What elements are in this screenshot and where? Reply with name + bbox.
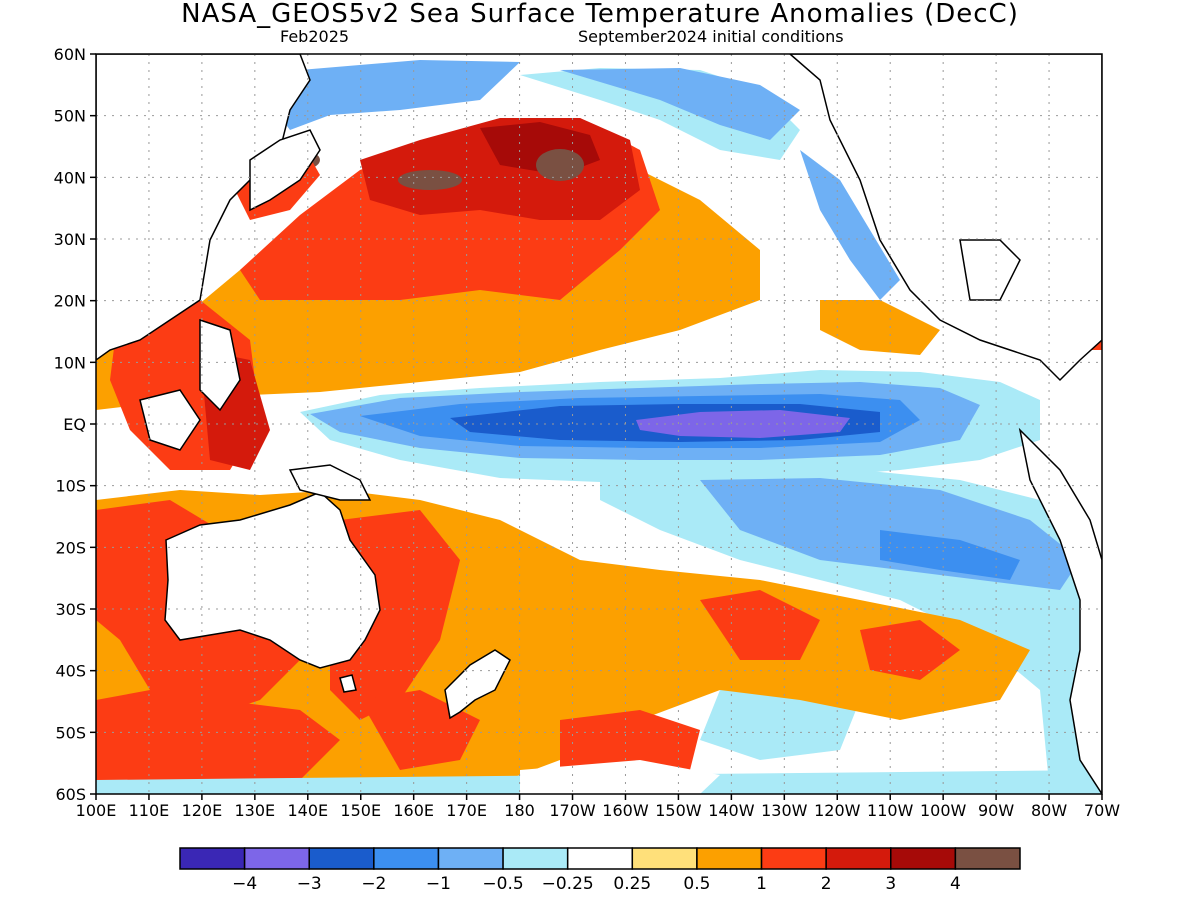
north-america-land: [788, 54, 1102, 382]
colorbar-swatch: [696, 847, 763, 870]
colorbar-label: 0.5: [683, 874, 710, 894]
lat-tick-label: 10S: [55, 477, 86, 496]
colorbar-swatch: [243, 847, 310, 870]
lon-tick-label: 100W: [920, 801, 967, 820]
lat-tick-label: 50N: [54, 107, 86, 126]
lon-tick-label: 150E: [340, 801, 381, 820]
lat-tick-label: 30N: [54, 230, 86, 249]
lat-tick-label: 10N: [54, 353, 86, 372]
lat-tick-label: 30S: [55, 600, 86, 619]
colorbar-swatch: [437, 847, 504, 870]
colorbar-swatch: [502, 847, 569, 870]
colorbar-label: −0.25: [542, 874, 594, 894]
lon-tick-label: 140W: [708, 801, 755, 820]
colorbar-swatch: [760, 847, 827, 870]
lat-tick-label: 40N: [54, 168, 86, 187]
colorbar-swatch: [954, 847, 1021, 870]
land-masses: [96, 54, 1102, 794]
lon-tick-label: 160W: [602, 801, 649, 820]
colorbar-label: −2: [361, 874, 386, 894]
borneo-land: [139, 389, 201, 451]
lon-tick-label: 70W: [1084, 801, 1120, 820]
colorbar-label: −1: [426, 874, 451, 894]
new-zealand-land: [444, 649, 511, 720]
lon-tick-label: 130W: [761, 801, 808, 820]
colorbar-label: −3: [297, 874, 322, 894]
lon-tick-label: 170E: [446, 801, 487, 820]
colorbar-label: 1: [756, 874, 767, 894]
japan-land: [249, 129, 321, 212]
longitude-labels: 100E 110E 120E 130E 140E 150E 160E 170E 180 170W 1…: [76, 794, 1120, 820]
colorbar-label: 2: [821, 874, 832, 894]
lat-tick-label: 20N: [54, 292, 86, 311]
colorbar-swatch: [890, 847, 957, 870]
lon-tick-label: 150W: [655, 801, 702, 820]
lat-tick-label: EQ: [63, 415, 86, 434]
colorbar-swatch: [825, 847, 892, 870]
colorbar-label: −0.5: [482, 874, 523, 894]
lat-tick-label: 60S: [55, 785, 86, 804]
colorbar-label: 3: [885, 874, 896, 894]
colorbar-swatch: [566, 847, 634, 870]
lon-tick-label: 170W: [549, 801, 596, 820]
lat-tick-label: 50S: [55, 723, 86, 742]
gulf-coast-outline: [959, 239, 1021, 301]
lon-tick-label: 100E: [76, 801, 117, 820]
tasmania-land: [339, 674, 357, 693]
lon-tick-label: 160E: [393, 801, 434, 820]
chart-title: NASA_GEOS5v2 Sea Surface Temperature Ano…: [181, 0, 1019, 29]
map-frame: [95, 53, 1103, 795]
colorbar-swatch: [631, 847, 698, 870]
lon-tick-label: 120W: [814, 801, 861, 820]
australia-land: [164, 491, 381, 669]
colorbar-label: 4: [950, 874, 961, 894]
latitude-labels: 60N 50N 40N 30N 20N 10N EQ 10S 20S 30S 40S 50S 60S: [54, 45, 96, 804]
lon-tick-label: 110W: [867, 801, 914, 820]
new-guinea-land: [288, 464, 372, 501]
lat-tick-label: 60N: [54, 45, 86, 64]
lat-tick-label: 20S: [55, 538, 86, 557]
colorbar: [179, 847, 1021, 870]
forecast-month: Feb2025: [280, 27, 350, 46]
initial-conditions: September2024 initial conditions: [578, 27, 844, 46]
philippines-land: [199, 318, 241, 412]
lon-tick-label: 90W: [978, 801, 1014, 820]
colorbar-swatch: [373, 847, 440, 870]
lon-tick-label: 80W: [1031, 801, 1067, 820]
colorbar-label: −4: [232, 874, 257, 894]
lat-tick-label: 40S: [55, 662, 86, 681]
lon-tick-label: 130E: [235, 801, 276, 820]
asia-land: [96, 54, 311, 361]
colorbar-label: 0.25: [613, 874, 651, 894]
south-america-land: [1018, 427, 1102, 794]
lon-tick-label: 110E: [129, 801, 170, 820]
colorbar-swatch: [308, 847, 375, 870]
colorbar-labels: −4 −3 −2 −1 −0.5 −0.25 0.25 0.5 1 2 3 4: [232, 874, 961, 894]
lon-tick-label: 120E: [182, 801, 223, 820]
colorbar-swatch: [179, 847, 246, 870]
lon-tick-label: 180: [504, 801, 535, 820]
lon-tick-label: 140E: [287, 801, 328, 820]
